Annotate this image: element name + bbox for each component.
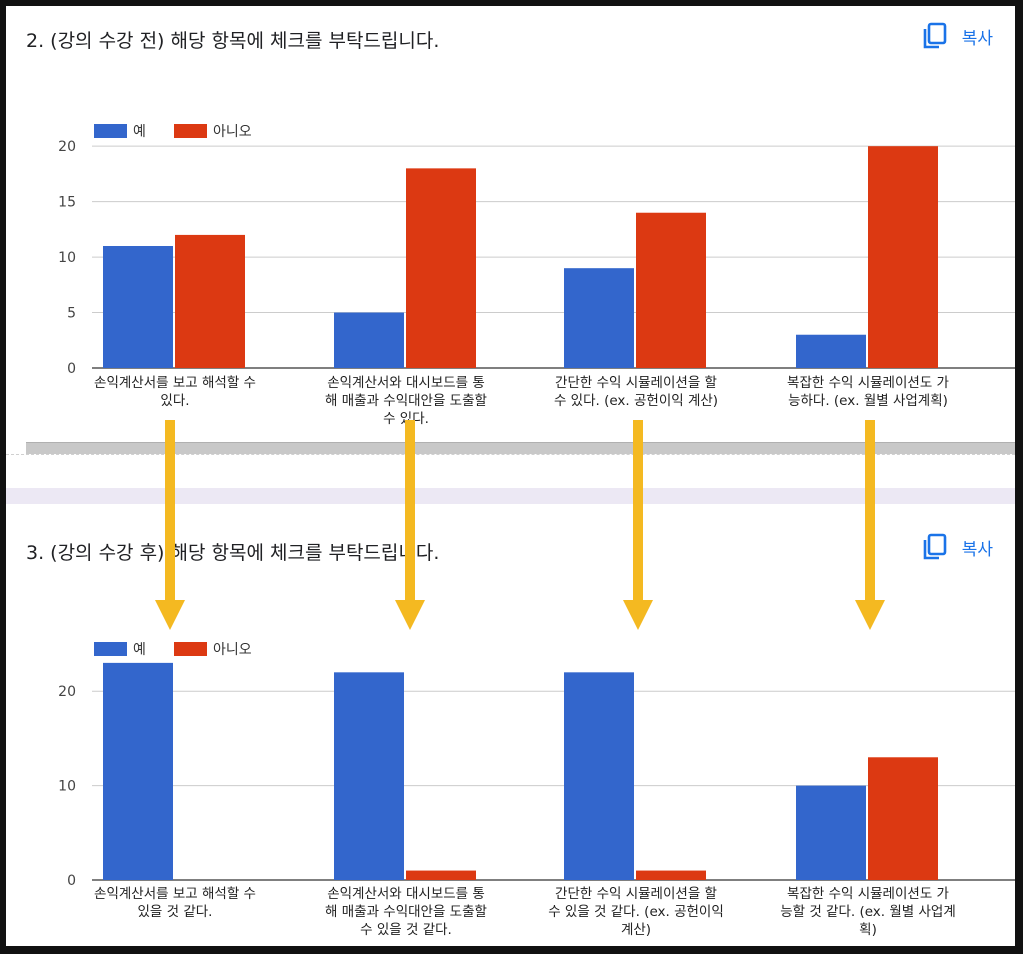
question-card-after: 3. (강의 수강 후) 해당 항목에 체크를 부탁드립니다. 복사 0 10 20…	[6, 506, 1015, 946]
copy-button-before[interactable]: 복사	[922, 22, 993, 50]
bar	[103, 662, 173, 880]
legend-label: 아니오	[213, 642, 252, 658]
category-label: 복잡한 수익 시뮬레이션도 가 능하다. (ex. 월별 사업계획)	[787, 375, 949, 409]
bar	[564, 672, 634, 880]
copy-icon	[923, 22, 947, 49]
legend-label: 아니오	[213, 124, 252, 140]
y-tick-label: 5	[67, 306, 76, 322]
question-title-before: 2. (강의 수강 전) 해당 항목에 체크를 부탁드립니다.	[26, 30, 440, 52]
y-tick-label: 10	[58, 779, 76, 795]
category-label: 손익계산서를 보고 해석할 수 있을 것 같다.	[94, 886, 256, 920]
bar	[796, 785, 866, 880]
bar	[103, 246, 173, 368]
bar	[175, 234, 245, 368]
category-label: 복잡한 수익 시뮬레이션도 가 능할 것 같다. (ex. 월별 사업계 획)	[780, 886, 956, 938]
legend-swatch	[94, 642, 127, 656]
legend-label: 예	[133, 642, 146, 658]
question-card-before: 2. (강의 수강 전) 해당 항목에 체크를 부탁드립니다. 복사 0 5 10 1…	[6, 6, 1015, 442]
bar	[636, 212, 706, 368]
bar	[868, 757, 938, 880]
bar	[406, 168, 476, 368]
screenshot-frame: 2. (강의 수강 전) 해당 항목에 체크를 부탁드립니다. 복사 0 5 10 1…	[6, 6, 1015, 946]
bar	[796, 334, 866, 368]
bar	[334, 312, 404, 368]
copy-label: 복사	[961, 539, 993, 560]
legend-swatch	[94, 124, 127, 138]
y-tick-label: 10	[58, 250, 76, 266]
y-tick-label: 15	[58, 195, 76, 211]
category-label: 손익계산서를 보고 해석할 수 있다.	[94, 375, 256, 409]
bar	[868, 146, 938, 368]
copy-label: 복사	[961, 28, 993, 49]
section-gap-tint	[6, 488, 1015, 504]
copy-icon	[923, 533, 947, 560]
bar	[334, 672, 404, 880]
bar	[564, 268, 634, 368]
y-tick-label: 20	[58, 684, 76, 700]
legend-swatch	[174, 642, 207, 656]
bar	[406, 870, 476, 880]
legend-label: 예	[133, 124, 146, 140]
y-tick-label: 20	[58, 139, 76, 155]
y-tick-label: 0	[67, 361, 76, 377]
copy-button-after[interactable]: 복사	[922, 533, 993, 561]
legend-swatch	[174, 124, 207, 138]
y-tick-label: 0	[67, 873, 76, 889]
bar	[636, 870, 706, 880]
question-title-after: 3. (강의 수강 후) 해당 항목에 체크를 부탁드립니다.	[26, 542, 440, 564]
